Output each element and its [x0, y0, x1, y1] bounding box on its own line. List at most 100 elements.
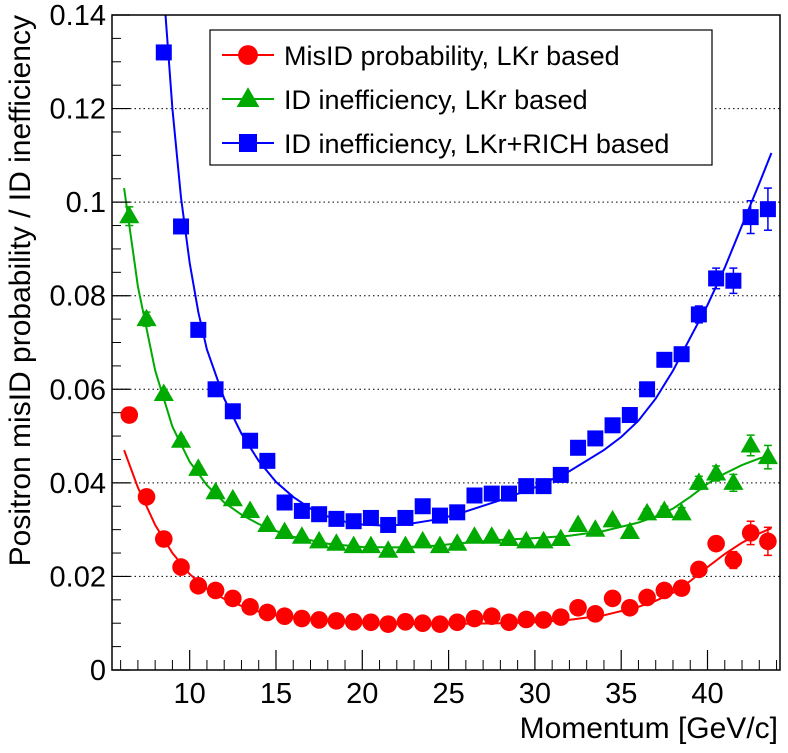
misid-data-point: [344, 613, 363, 631]
lkr-ineff-data-point: [360, 535, 381, 554]
rich-ineff-data-point: [431, 507, 448, 524]
misid-data-point: [275, 607, 294, 625]
misid-data-point: [638, 588, 656, 607]
lkr-ineff-data-point: [274, 521, 295, 540]
misid-data-point: [206, 581, 225, 600]
rich-ineff-data-point: [362, 509, 379, 526]
y-tick-label: 0.04: [50, 468, 106, 500]
misid-data-point: [482, 607, 501, 625]
rich-ineff-data-point: [190, 321, 207, 338]
rich-ineff-data-point: [293, 502, 310, 519]
rich-ineff-data-point: [242, 432, 259, 449]
lkr-ineff-legend-marker: [236, 87, 260, 107]
x-tick-label: 10: [174, 678, 206, 710]
x-tick-label: 35: [605, 678, 637, 710]
x-tick-label: 15: [260, 678, 292, 710]
lkr-ineff-data-point: [222, 488, 243, 507]
misid-data-point: [362, 613, 380, 632]
rich-ineff-data-point: [466, 487, 483, 504]
misid-data-point: [534, 611, 553, 629]
misid-data-point: [672, 579, 691, 597]
rich-ineff-data-point: [639, 381, 656, 398]
lkr-ineff-data-point: [498, 528, 520, 547]
misid-data-point: [293, 609, 311, 628]
lkr-ineff-data-point: [326, 533, 347, 551]
rich-ineff-data-point: [414, 498, 431, 515]
lkr-ineff-data-point: [654, 500, 675, 518]
rich-ineff-data-point: [535, 478, 552, 495]
lkr-ineff-data-point: [240, 500, 261, 518]
lkr-ineff-data-point: [309, 530, 330, 549]
legend: MisID probability, LKr based ID inefficie…: [209, 29, 713, 166]
rich-ineff-data-point: [173, 218, 190, 235]
misid-legend-label: MisID probability, LKr based: [284, 41, 620, 71]
rich-ineff-data-point: [656, 351, 673, 368]
misid-data-point: [224, 589, 242, 608]
lkr-ineff-data-point: [291, 526, 312, 544]
rich-ineff-data-point: [449, 504, 466, 521]
rich-ineff-data-point: [690, 306, 707, 323]
axes: 0 0.02 0.04 0.06 0.08 0.1 0.12 0.14 10 15 20 25 30 35…: [50, 0, 778, 710]
rich-ineff-data-point: [604, 417, 621, 434]
lkr-ineff-data-point: [567, 514, 589, 533]
x-tick-label: 20: [346, 678, 378, 710]
rich-ineff-data-point: [552, 466, 569, 483]
y-tick-label: 0: [90, 655, 106, 687]
rich-ineff-data-point: [621, 407, 638, 424]
lkr-ineff-data-point: [257, 514, 278, 533]
rich-ineff-data-point: [501, 485, 518, 502]
lkr-ineff-data-point: [136, 308, 157, 327]
y-axis-label: Positron misID probability / ID ineffici…: [4, 15, 37, 566]
misid-data-point: [172, 558, 190, 576]
lkr-ineff-data-point: [464, 526, 485, 544]
rich-ineff-data-point: [673, 346, 690, 363]
rich-ineff-data-point: [759, 201, 776, 218]
misid-data-point: [137, 488, 156, 506]
rich-ineff-data-point: [224, 403, 241, 420]
lkr-ineff-legend-label: ID inefficiency, LKr based: [284, 85, 588, 115]
lkr-ineff-data-point: [619, 521, 640, 540]
lkr-ineff-data-point: [343, 535, 364, 554]
misid-data-point: [396, 613, 415, 631]
x-tick-label: 25: [432, 678, 464, 710]
y-tick-label: 0.06: [50, 374, 106, 406]
lkr-ineff-data-point: [378, 540, 399, 558]
rich-ineff-data-point: [380, 516, 397, 533]
misid-data-point: [655, 581, 674, 600]
misid-data-point: [551, 608, 570, 626]
x-tick-label: 40: [691, 678, 723, 710]
misid-data-point: [413, 614, 432, 633]
lkr-ineff-data-point: [170, 430, 192, 448]
lkr-ineff-data-point: [481, 526, 502, 544]
rich-ineff-legend-label: ID inefficiency, LKr+RICH based: [284, 129, 669, 159]
misid-data-point: [431, 615, 449, 633]
misid-data-point: [379, 615, 397, 633]
lkr-ineff-data-point: [205, 481, 226, 500]
lkr-ineff-data-point: [706, 463, 727, 481]
rich-ineff-data-point: [587, 430, 604, 447]
misid-data-point: [759, 532, 777, 551]
rich-ineff-data-point: [742, 209, 759, 226]
misid-data-point: [586, 605, 605, 623]
y-tick-label: 0.12: [50, 94, 106, 126]
rich-ineff-data-point: [276, 494, 293, 511]
lkr-ineff-data-point: [447, 533, 468, 551]
misid-data-point: [241, 598, 259, 616]
y-tick-label: 0.1: [66, 187, 106, 219]
misid-data-point: [741, 524, 760, 542]
misid-data-point: [707, 534, 725, 553]
misid-data-point: [500, 613, 518, 632]
misid-data-point: [310, 611, 328, 629]
misid-data-point: [465, 609, 484, 628]
rich-ineff-data-point: [207, 381, 224, 398]
misid-data-point: [603, 589, 622, 608]
rich-ineff-data-point: [518, 478, 535, 495]
misid-data-point: [448, 613, 467, 632]
misid-data-point: [327, 612, 346, 630]
misid-data-point: [517, 610, 536, 629]
lkr-ineff-data-point: [533, 530, 554, 549]
misid-data-point: [154, 530, 173, 548]
misid-data-point: [724, 551, 743, 569]
rich-ineff-data-point: [259, 452, 276, 469]
